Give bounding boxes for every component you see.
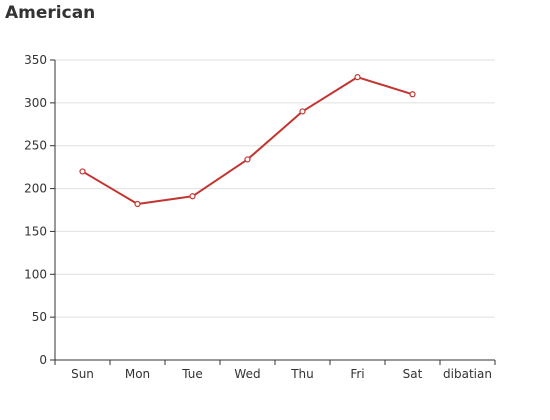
x-tick-label: Wed: [234, 367, 260, 381]
y-tick-label: 350: [24, 53, 47, 67]
data-point: [134, 200, 141, 208]
chart-title: American: [5, 3, 96, 23]
x-tick-label: Thu: [290, 367, 314, 381]
y-tick-label: 300: [24, 96, 47, 110]
x-tick-label: Sat: [403, 367, 423, 381]
data-point: [79, 168, 86, 175]
y-tick-label: 100: [24, 267, 47, 281]
y-tick-label: 250: [24, 139, 47, 153]
data-point: [299, 108, 306, 115]
data-point: [354, 74, 361, 81]
x-tick-label: Mon: [125, 367, 150, 381]
data-point: [409, 91, 416, 98]
x-tick-label: Fri: [350, 367, 364, 381]
x-tick-label: dibatian: [443, 367, 492, 381]
y-tick-label: 150: [24, 224, 47, 238]
series-line: [81, 76, 413, 205]
y-tick-label: 200: [24, 182, 47, 196]
data-point: [244, 156, 251, 163]
x-tick-label: Sun: [71, 367, 94, 381]
x-tick-label: Tue: [181, 367, 203, 381]
y-tick-label: 50: [32, 310, 47, 324]
y-tick-label: 0: [39, 353, 47, 367]
data-point: [189, 193, 196, 200]
